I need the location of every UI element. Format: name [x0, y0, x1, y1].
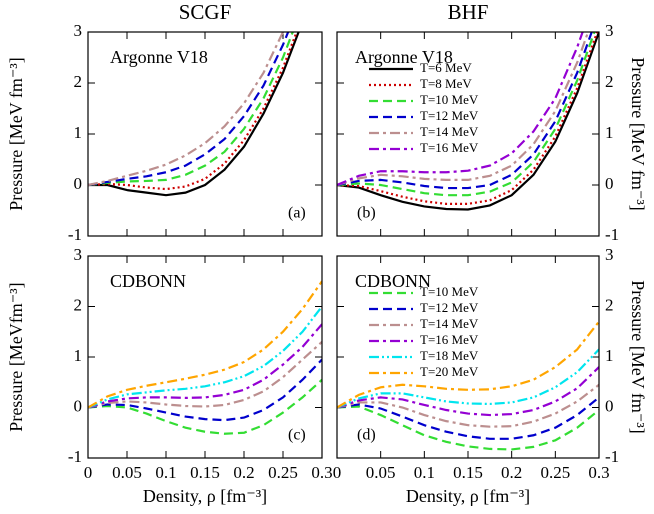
series-line [337, 366, 599, 417]
y-tick-label: -1 [605, 447, 619, 466]
x-tick-label: 0.3 [588, 463, 609, 482]
y-tick-label: 2 [74, 295, 83, 314]
model-label: CDBONN [355, 271, 431, 291]
legend-label: T=14 MeV [420, 316, 479, 331]
y-axis-label: Pressure [MeVfm⁻³] [6, 282, 26, 431]
legend-label: T=10 MeV [420, 284, 479, 299]
x-tick-label: 0.25 [268, 463, 298, 482]
y-tick-label: 1 [74, 123, 83, 142]
legend-label: T=6 MeV [420, 60, 472, 75]
legend-label: T=18 MeV [420, 348, 479, 363]
x-tick-label: 0.1 [155, 463, 176, 482]
panel-label: (c) [288, 427, 306, 444]
legend-label: T=8 MeV [420, 76, 472, 91]
panel-label: (d) [357, 427, 376, 444]
panel: 0 0.05 0.1 0.15 0.2 0.25 0.3-10123CDBONN(c)Pre… [6, 245, 333, 506]
x-tick-label: 0 [333, 463, 342, 482]
x-tick-label: 0.3 [311, 463, 332, 482]
x-tick-label: 0.05 [366, 463, 396, 482]
x-axis-label: Density, ρ [fm⁻³] [406, 486, 530, 506]
legend-label: T=20 MeV [420, 364, 479, 379]
x-tick-label: 0.1 [414, 463, 435, 482]
frame [336, 255, 600, 459]
panel: -1 0 1 2 3 SCGF Argonne V18 (a) Pressure [MeV fm… [6, 0, 323, 244]
series-line [88, 32, 290, 187]
legend-label: T=16 MeV [420, 140, 479, 155]
y-tick-label: 1 [605, 123, 614, 142]
legend-label: T=12 MeV [420, 300, 479, 315]
legend-label: T=12 MeV [420, 108, 479, 123]
model-label: Argonne V18 [110, 47, 208, 67]
series-line [88, 32, 298, 191]
series-line [337, 405, 599, 451]
x-tick-label: 0.05 [112, 463, 142, 482]
y-tick-label: 2 [605, 72, 614, 91]
y-tick-label: 0 [605, 396, 614, 415]
y-axis-label: Pressure [MeV fm⁻³] [628, 280, 648, 434]
x-tick-label: 0.2 [501, 463, 522, 482]
series-line [337, 320, 599, 409]
series-line [88, 32, 285, 187]
model-label: Argonne V18 [355, 47, 453, 67]
series-line [88, 378, 322, 435]
y-tick-label: 0 [74, 396, 83, 415]
column-title: SCGF [179, 0, 232, 24]
series-line [88, 32, 300, 197]
y-tick-label: 2 [605, 295, 614, 314]
y-tick-label: 0 [605, 174, 614, 193]
series-line [337, 32, 596, 197]
y-tick-label: 3 [74, 21, 83, 40]
y-axis-label: Pressure [MeV fm⁻³] [628, 57, 648, 211]
y-tick-label: -1 [68, 225, 82, 244]
frame [336, 31, 600, 237]
series-line [337, 32, 593, 190]
y-axis-label: Pressure [MeV fm⁻³] [6, 57, 26, 211]
series-line [337, 32, 590, 187]
panel: -1 0 1 2 3 BHF Argonne V18 (b) Pressure [MeV fm⁻… [336, 0, 648, 244]
series-line [337, 383, 599, 428]
y-tick-label: 1 [74, 346, 83, 365]
x-tick-label: 0 [84, 463, 93, 482]
y-tick-label: 0 [74, 174, 83, 193]
x-tick-label: 0.25 [540, 463, 570, 482]
series-line [88, 323, 322, 409]
series-line [337, 396, 599, 440]
panel-label: (a) [288, 205, 306, 222]
series-line [88, 341, 322, 409]
series-line [337, 348, 599, 409]
series-line [337, 32, 599, 211]
legend-label: T=14 MeV [420, 124, 479, 139]
panel-label: (b) [357, 205, 376, 222]
series-line [337, 32, 584, 187]
series-line [88, 280, 322, 409]
series-line [88, 358, 322, 422]
y-tick-label: 3 [605, 245, 614, 264]
y-tick-label: 1 [605, 346, 614, 365]
series-line [88, 32, 294, 187]
x-tick-label: 0.2 [233, 463, 254, 482]
y-tick-label: -1 [605, 225, 619, 244]
frame [87, 31, 323, 237]
frame [87, 255, 323, 459]
y-tick-label: 3 [74, 245, 83, 264]
y-tick-label: 2 [74, 72, 83, 91]
x-tick-label: 0.15 [190, 463, 220, 482]
legend-label: T=16 MeV [420, 332, 479, 347]
column-title: BHF [448, 0, 489, 24]
y-tick-label: -1 [68, 447, 82, 466]
legend-label: T=10 MeV [420, 92, 479, 107]
x-tick-label: 0.15 [453, 463, 483, 482]
y-tick-label: 3 [605, 21, 614, 40]
panel: 0 0.05 0.1 0.15 0.2 0.25 0.3-1 0 1 2 3 CDBONN (d) Pre… [333, 245, 648, 506]
series-line [88, 305, 322, 409]
x-axis-label: Density, ρ [fm⁻³] [143, 486, 267, 506]
model-label: CDBONN [110, 271, 186, 291]
